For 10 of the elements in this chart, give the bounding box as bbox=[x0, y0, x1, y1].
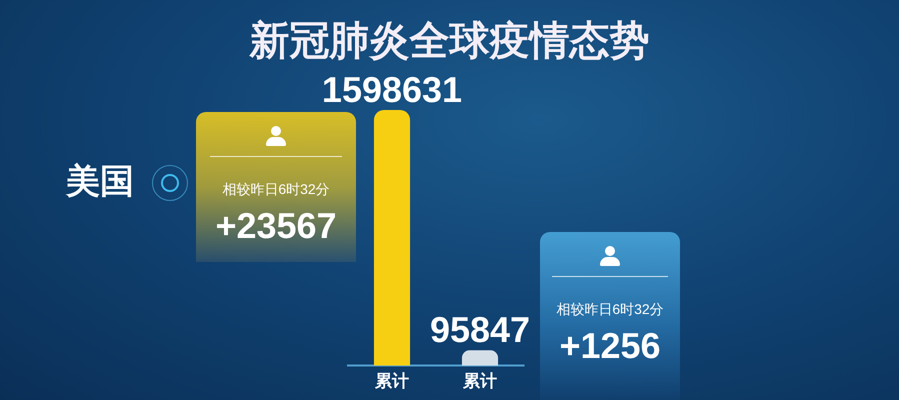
text: 相较昨日6时32分 bbox=[556, 300, 664, 317]
text: +23567 bbox=[215, 204, 337, 246]
text: 美国 bbox=[65, 162, 134, 200]
x-tick-label: 累计 bbox=[374, 371, 409, 390]
data-label: 1598631 bbox=[322, 68, 462, 110]
text: 相较昨日6时32分 bbox=[222, 180, 330, 197]
x-tick-label: 累计 bbox=[462, 371, 497, 390]
chart-title: 新冠肺炎全球疫情态势 bbox=[248, 19, 650, 64]
data-label: 95847 bbox=[430, 309, 530, 350]
text: +1256 bbox=[559, 324, 661, 366]
